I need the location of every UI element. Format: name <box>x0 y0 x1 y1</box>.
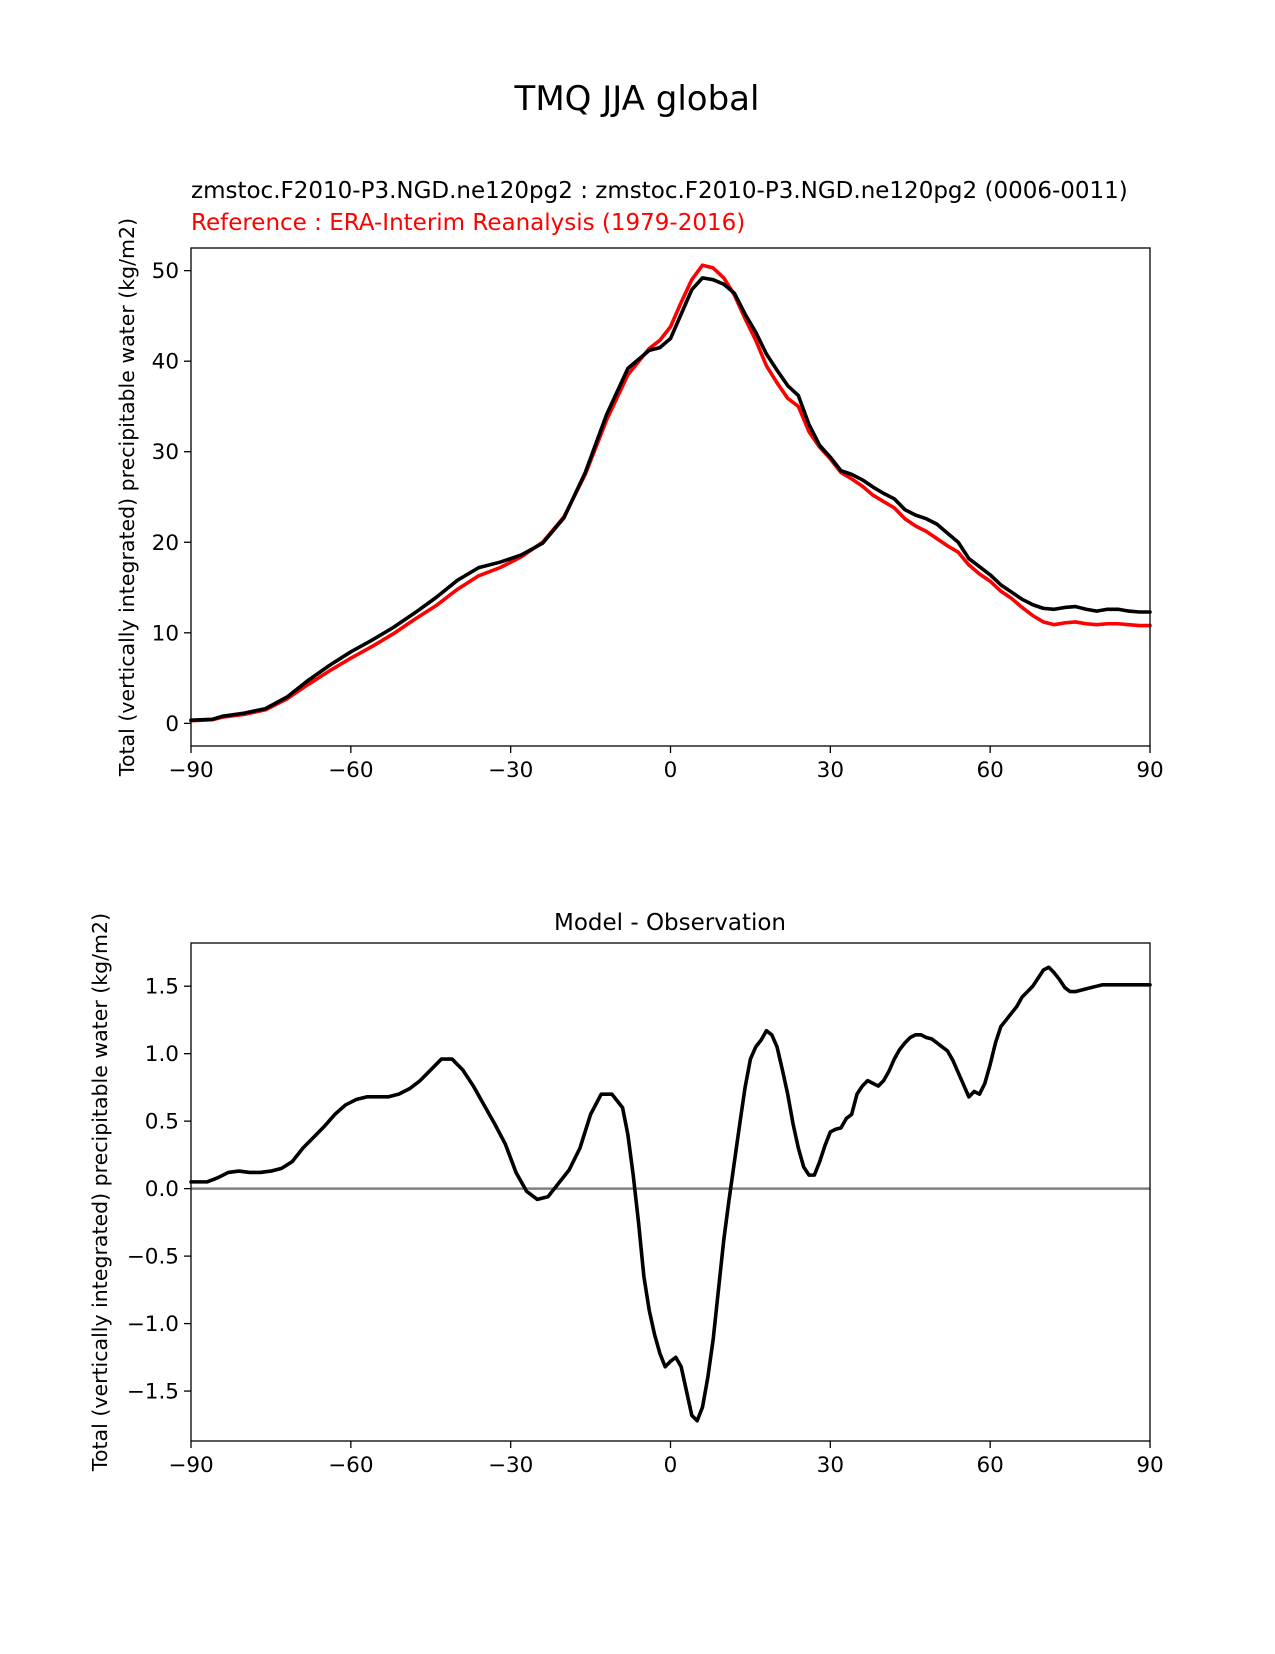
top-x-tick-label: −60 <box>328 758 373 783</box>
top-series-group <box>189 263 1152 723</box>
top-y-tick-label: 30 <box>152 440 179 465</box>
bottom-y-tick-label: 0.5 <box>145 1110 179 1135</box>
top-plot-area <box>191 248 1150 746</box>
top-y-ticks: 0 10 20 30 40 50 <box>152 259 191 737</box>
bottom-y-tick-label: 1.5 <box>145 975 179 1000</box>
bottom-y-tick-label: 1.0 <box>145 1042 179 1067</box>
figure-title: TMQ JJA global <box>514 79 760 119</box>
bottom-y-axis-label: Total (vertically integrated) precipitab… <box>88 913 112 1472</box>
test-title: zmstoc.F2010-P3.NGD.ne120pg2 : zmstoc.F2… <box>191 178 1128 204</box>
bottom-y-tick-label: −1.5 <box>127 1380 179 1405</box>
bottom-x-tick-label: −30 <box>488 1453 533 1478</box>
top-x-ticks: −90 −60 −30 0 30 60 90 <box>168 746 1164 783</box>
top-series-line-1 <box>189 276 1152 722</box>
top-y-tick-label: 20 <box>152 531 179 556</box>
bottom-y-tick-label: −1.0 <box>127 1312 179 1337</box>
top-y-tick-label: 50 <box>152 259 179 284</box>
top-panel: zmstoc.F2010-P3.NGD.ne120pg2 : zmstoc.F2… <box>115 178 1164 783</box>
bottom-x-tick-label: 60 <box>976 1453 1003 1478</box>
top-x-tick-label: 0 <box>664 758 678 783</box>
bottom-series-line-0 <box>189 965 1152 1423</box>
top-y-axis-label: Total (vertically integrated) precipitab… <box>115 218 139 777</box>
bottom-x-tick-label: 0 <box>664 1453 678 1478</box>
top-x-tick-label: 60 <box>976 758 1003 783</box>
bottom-y-tick-label: 0.0 <box>145 1177 179 1202</box>
top-y-tick-label: 10 <box>152 621 179 646</box>
bottom-panel: Model - Observation −90 −60 −30 0 30 60 90 −1.… <box>88 910 1164 1478</box>
bottom-y-ticks: −1.5 −1.0 −0.5 0.0 0.5 1.0 1.5 <box>127 975 191 1405</box>
reference-title: Reference : ERA-Interim Reanalysis (1979… <box>191 210 745 236</box>
bottom-x-tick-label: 90 <box>1136 1453 1163 1478</box>
top-x-tick-label: −30 <box>488 758 533 783</box>
bottom-x-ticks: −90 −60 −30 0 30 60 90 <box>168 1441 1164 1478</box>
bottom-plot-area <box>191 943 1150 1441</box>
bottom-x-tick-label: 30 <box>817 1453 844 1478</box>
top-x-tick-label: −90 <box>168 758 213 783</box>
bottom-series-group <box>189 965 1152 1423</box>
bottom-x-tick-label: −90 <box>168 1453 213 1478</box>
top-y-tick-label: 40 <box>152 350 179 375</box>
top-series-line-0 <box>189 263 1152 723</box>
top-x-tick-label: 90 <box>1136 758 1163 783</box>
top-y-tick-label: 0 <box>165 712 179 737</box>
difference-title: Model - Observation <box>554 910 786 936</box>
bottom-y-tick-label: −0.5 <box>127 1245 179 1270</box>
bottom-x-tick-label: −60 <box>328 1453 373 1478</box>
top-x-tick-label: 30 <box>817 758 844 783</box>
